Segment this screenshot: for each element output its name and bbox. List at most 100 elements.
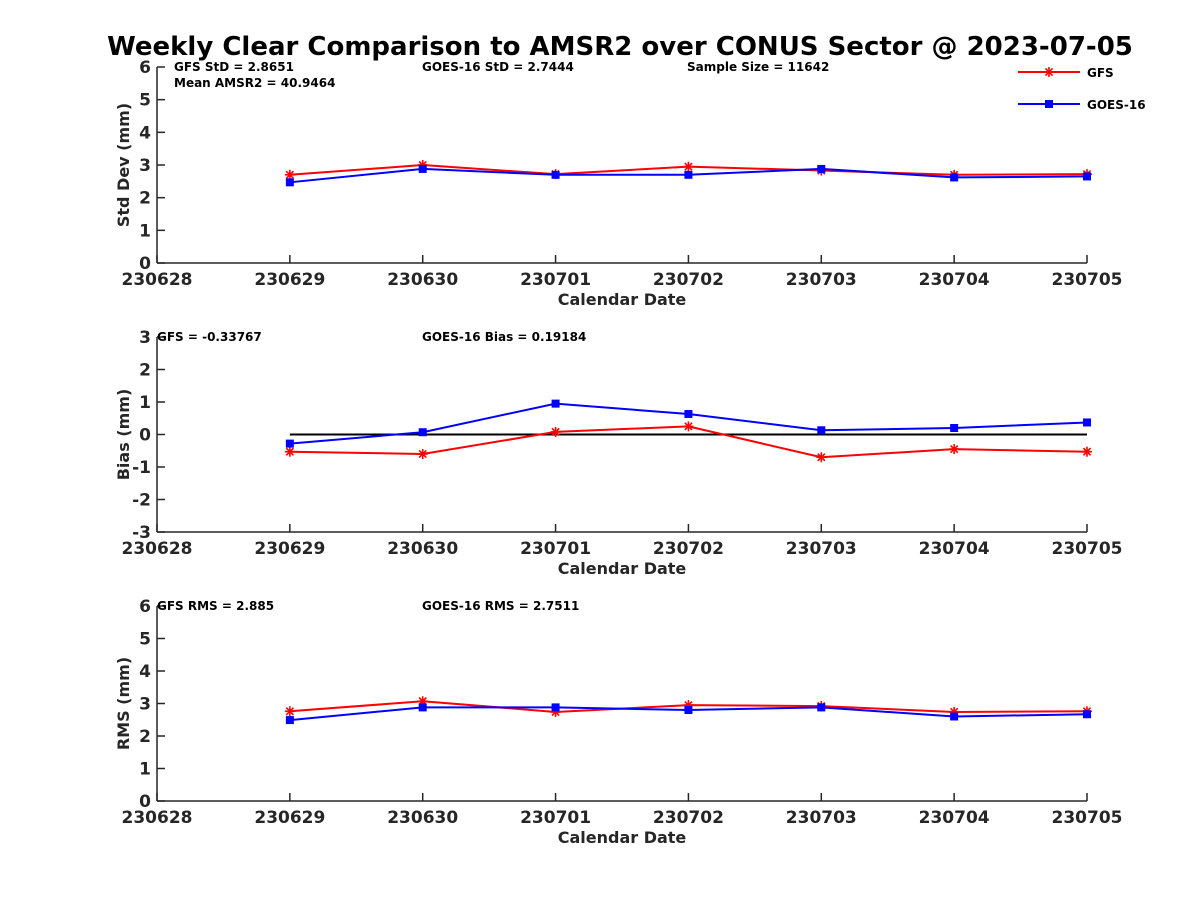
x-tick-label: 230705 (1052, 808, 1123, 828)
stat-annotation: GOES-16 StD = 2.7444 (422, 60, 574, 74)
data-point (284, 446, 295, 457)
data-point (683, 161, 694, 172)
data-point (551, 703, 560, 712)
data-point (817, 426, 826, 435)
data-point (1083, 172, 1091, 181)
series-goes-16 (285, 164, 1091, 187)
y-axis-label: Bias (mm) (114, 389, 133, 481)
x-axis-label: Calendar Date (558, 828, 687, 847)
chart-title: Weekly Clear Comparison to AMSR2 over CO… (107, 32, 1133, 62)
x-tick-label: 230704 (919, 808, 990, 828)
y-tick-label: 4 (139, 662, 151, 682)
y-tick-label: 5 (139, 630, 151, 650)
stat-annotation: Sample Size = 11642 (687, 60, 829, 74)
x-tick-label: 230703 (786, 539, 857, 559)
data-point (418, 164, 427, 173)
y-tick-label: 3 (139, 156, 151, 176)
x-tick-label: 230630 (387, 808, 458, 828)
legend-label: GFS (1087, 66, 1114, 80)
legend-marker (1044, 67, 1054, 77)
x-tick-label: 230702 (653, 270, 724, 290)
x-tick-label: 230630 (387, 270, 458, 290)
legend-entry-gfs: GFS (1018, 66, 1114, 80)
x-tick-label: 230701 (520, 270, 591, 290)
stat-annotation: Mean AMSR2 = 40.9464 (174, 76, 335, 90)
x-tick-label: 230704 (919, 539, 990, 559)
x-tick-label: 230704 (919, 270, 990, 290)
x-tick-label: 230702 (653, 539, 724, 559)
x-tick-label: 230702 (653, 808, 724, 828)
panel-2: -3 -2 -1 0 1 2 3 230628 230629 230630 230701 230702… (114, 328, 1122, 578)
data-point (285, 439, 294, 448)
y-tick-label: 0 (139, 254, 151, 274)
data-point (817, 164, 826, 173)
data-point (284, 169, 295, 180)
series-goes-16 (285, 703, 1091, 725)
x-tick-label: 230703 (786, 270, 857, 290)
series-gfs (284, 421, 1092, 463)
data-point (418, 428, 427, 437)
panel-1: 0 1 2 3 4 5 6 230628 230629 230630 230701 230702 230… (114, 58, 1122, 309)
data-point (1082, 446, 1092, 457)
y-tick-label: 1 (139, 221, 151, 241)
data-point (551, 399, 560, 408)
y-tick-label: 3 (139, 695, 151, 715)
data-point (950, 173, 959, 182)
y-axis-label: Std Dev (mm) (114, 103, 133, 227)
data-point (285, 178, 294, 187)
x-axis-label: Calendar Date (558, 559, 687, 578)
data-point (817, 703, 826, 712)
data-point (1083, 418, 1091, 427)
data-point (683, 421, 694, 432)
y-tick-label: 0 (139, 792, 151, 812)
stat-annotation: GOES-16 Bias = 0.19184 (422, 330, 586, 344)
x-tick-label: 230629 (254, 808, 325, 828)
y-tick-label: 1 (139, 760, 151, 780)
y-tick-label: 1 (139, 393, 151, 413)
data-point (1083, 710, 1091, 719)
x-axis-label: Calendar Date (558, 290, 687, 309)
x-tick-label: 230628 (122, 808, 193, 828)
data-point (950, 712, 959, 721)
y-tick-label: -1 (132, 458, 151, 478)
data-point (950, 424, 959, 432)
y-tick-label: 2 (139, 361, 151, 381)
y-tick-label: 5 (139, 91, 151, 111)
y-tick-label: 6 (139, 58, 151, 78)
data-point (550, 426, 561, 437)
x-tick-label: 230629 (254, 270, 325, 290)
y-tick-label: 0 (139, 426, 151, 446)
legend-label: GOES-16 (1087, 98, 1146, 112)
data-point (816, 452, 827, 463)
data-point (949, 444, 960, 455)
y-tick-label: 2 (139, 727, 151, 747)
y-tick-label: -3 (132, 523, 151, 543)
data-point (418, 703, 427, 712)
y-tick-label: -2 (132, 491, 151, 511)
data-point (684, 410, 693, 419)
legend-entry-goes-16: GOES-16 (1018, 98, 1146, 112)
x-tick-label: 230629 (254, 539, 325, 559)
stat-annotation: GFS = -0.33767 (157, 330, 262, 344)
panel-3: 0 1 2 3 4 5 6 230628 230629 230630 230701 230702 230… (114, 597, 1122, 847)
y-tick-label: 4 (139, 123, 151, 143)
data-point (417, 449, 428, 459)
x-tick-label: 230703 (786, 808, 857, 828)
stat-annotation: GFS StD = 2.8651 (174, 60, 294, 74)
data-point (551, 170, 560, 179)
y-tick-label: 2 (139, 189, 151, 209)
stat-annotation: GFS RMS = 2.885 (157, 599, 274, 613)
data-point (285, 716, 294, 725)
legend: GFS GOES-16 (1018, 66, 1146, 112)
x-tick-label: 230628 (122, 539, 193, 559)
y-tick-label: 3 (139, 328, 151, 348)
y-axis-label: RMS (mm) (114, 657, 133, 750)
data-point (684, 170, 693, 179)
series-goes-16 (285, 399, 1091, 448)
x-tick-label: 230628 (122, 270, 193, 290)
legend-marker (1045, 100, 1053, 108)
stat-annotation: GOES-16 RMS = 2.7511 (422, 599, 579, 613)
data-point (284, 706, 295, 717)
